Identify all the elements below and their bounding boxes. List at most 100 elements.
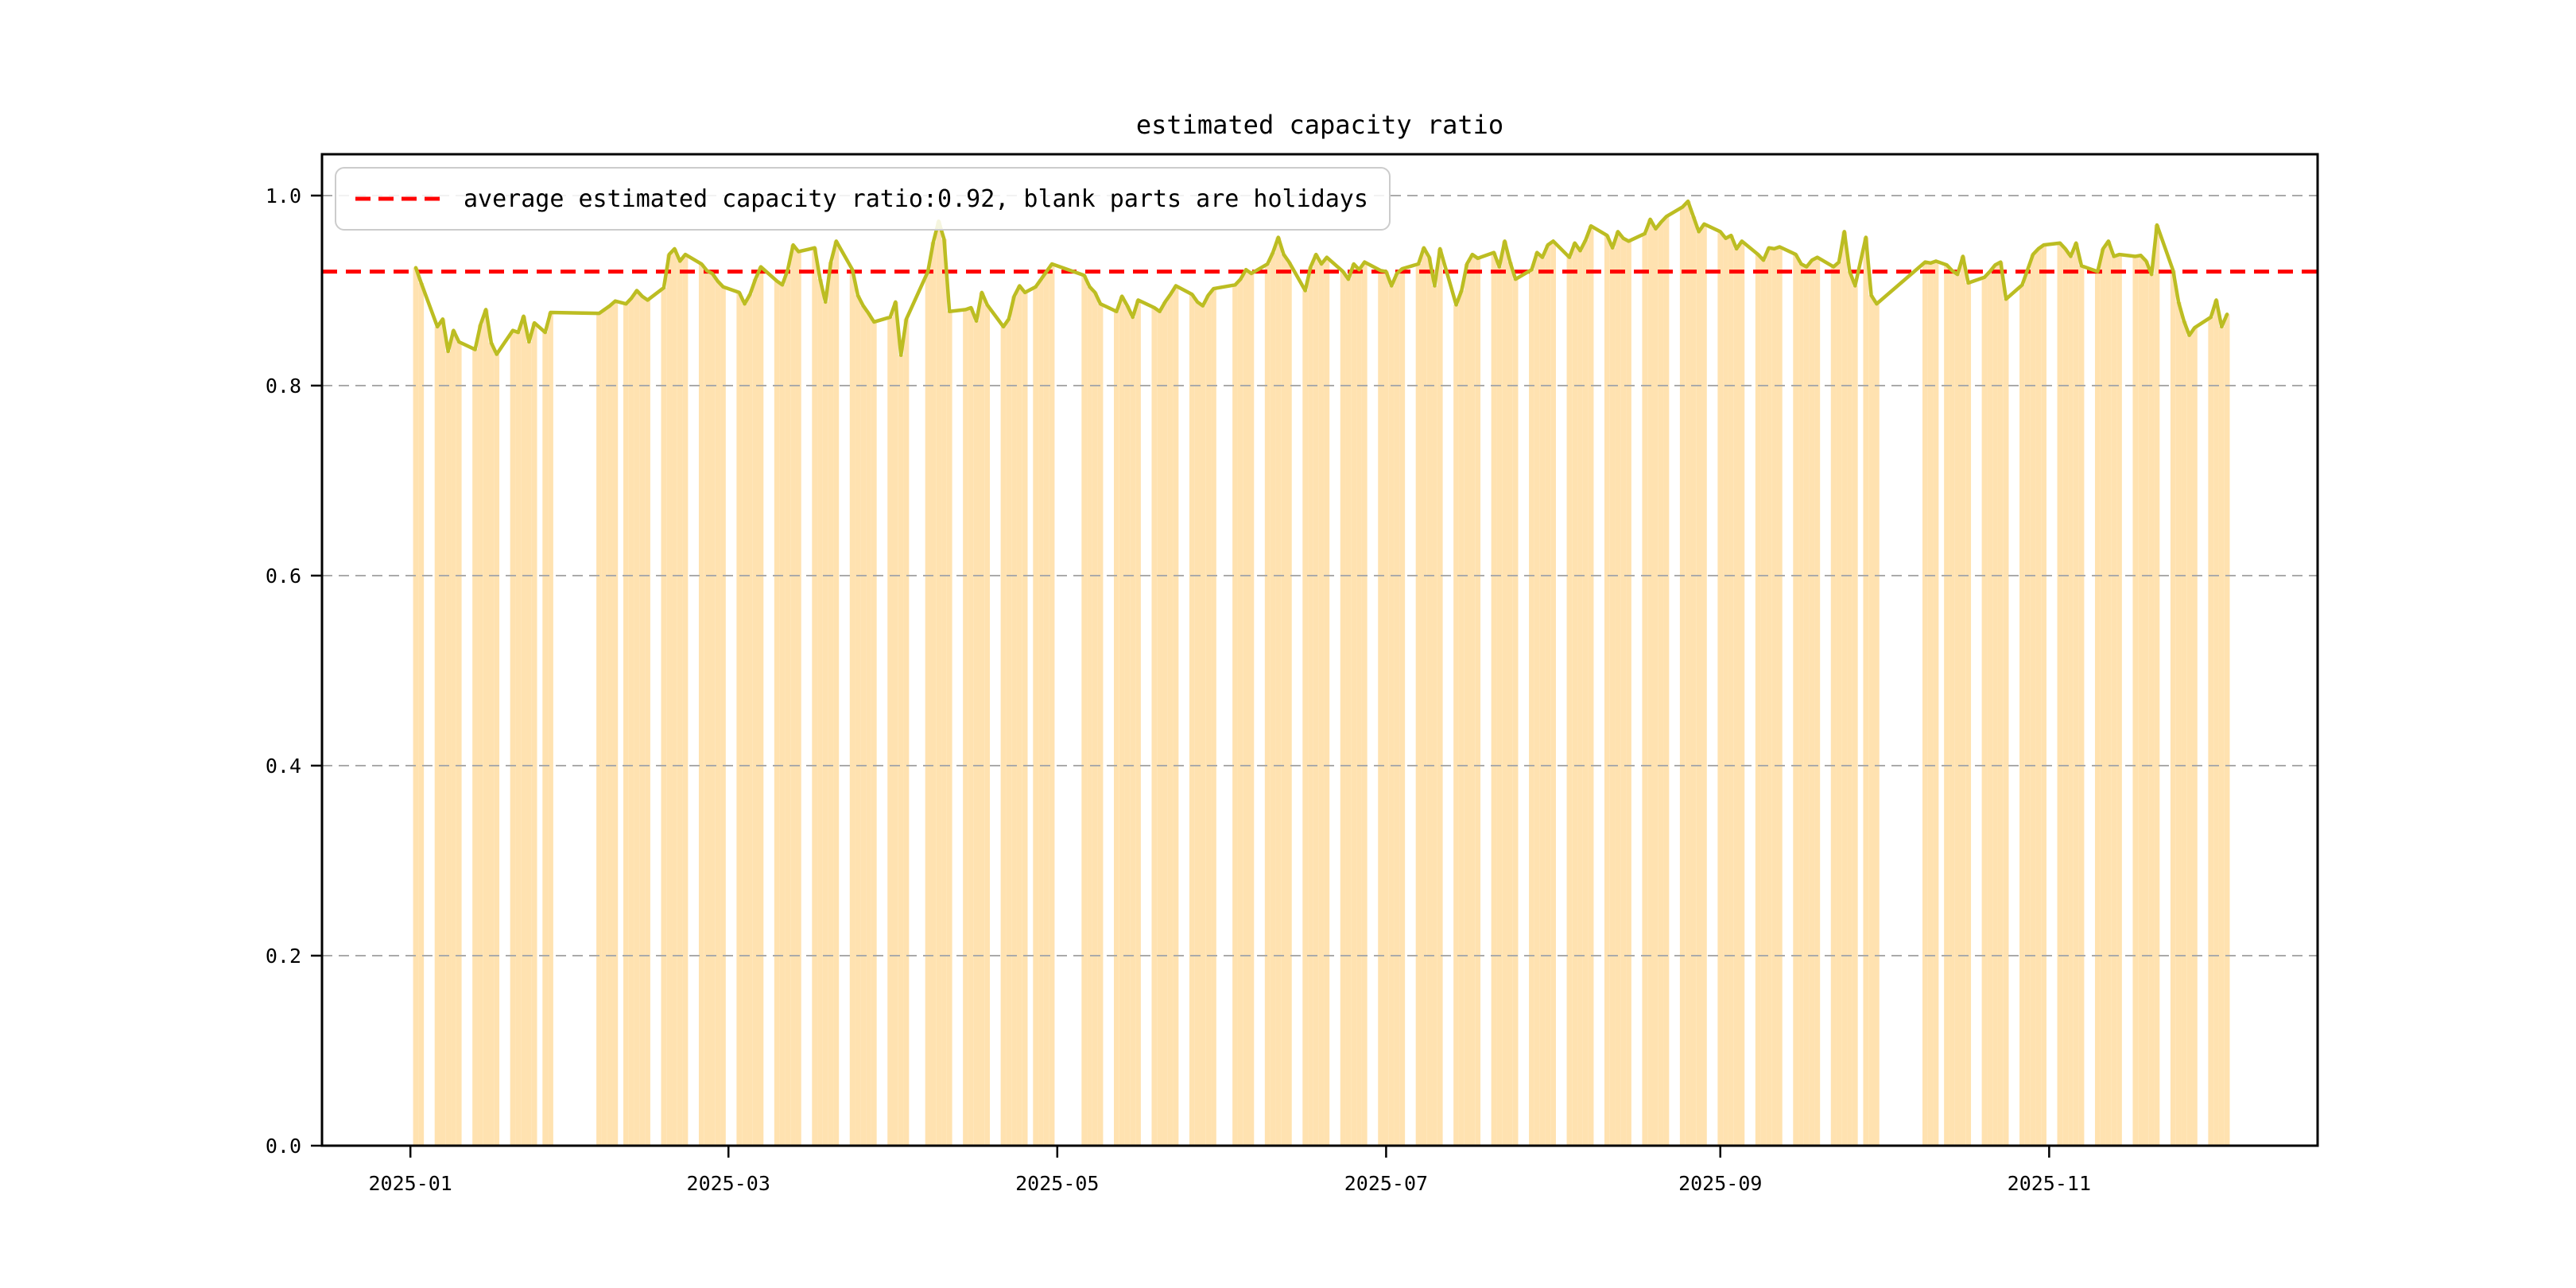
working-day-bar — [2148, 274, 2155, 1146]
working-day-bar — [1852, 285, 1858, 1146]
working-day-bar — [860, 305, 867, 1146]
working-day-bar — [526, 342, 532, 1146]
grid-layer — [322, 194, 2318, 956]
working-day-bar — [1275, 237, 1282, 1146]
working-day-bar — [1205, 295, 1212, 1146]
working-day-bar — [1087, 286, 1092, 1146]
working-day-bar — [871, 321, 877, 1146]
working-day-bar — [2003, 299, 2009, 1146]
working-day-bar — [1432, 285, 1437, 1146]
working-day-bar — [715, 281, 721, 1146]
working-day-bar — [607, 305, 613, 1146]
working-day-bar — [2170, 270, 2176, 1146]
working-day-bar — [1264, 264, 1271, 1146]
working-day-bar — [1232, 285, 1238, 1146]
working-day-bar — [1022, 292, 1028, 1146]
working-day-bar — [1728, 235, 1734, 1146]
working-day-bar — [515, 332, 522, 1146]
working-day-bar — [2186, 335, 2193, 1146]
working-day-bar — [1162, 301, 1168, 1146]
working-day-bar — [1092, 292, 1098, 1146]
working-day-bar — [1615, 231, 1621, 1146]
working-day-bar — [1016, 285, 1022, 1146]
working-day-bar — [1814, 257, 1821, 1146]
working-day-bar — [1798, 264, 1804, 1146]
working-day-bar — [661, 287, 667, 1146]
working-day-bar — [1237, 279, 1243, 1146]
working-day-bar — [849, 270, 855, 1146]
working-day-bar — [645, 300, 650, 1146]
working-day-bar — [2192, 328, 2198, 1146]
working-day-bar — [1793, 254, 1799, 1146]
working-day-bar — [1868, 295, 1874, 1146]
working-day-bar — [1281, 254, 1286, 1146]
working-day-bar — [1000, 326, 1007, 1146]
working-day-bar — [785, 270, 791, 1146]
working-day-bar — [634, 290, 640, 1146]
x-tick-label: 2025-05 — [1015, 1172, 1099, 1195]
working-day-bar — [445, 351, 452, 1146]
working-day-bar — [1653, 228, 1658, 1146]
working-day-bar — [1663, 216, 1670, 1146]
working-day-bar — [1550, 241, 1556, 1146]
working-day-bar — [413, 267, 419, 1146]
working-day-bar — [1211, 289, 1216, 1146]
working-day-bar — [1755, 254, 1761, 1146]
working-day-bar — [1189, 294, 1195, 1146]
working-day-bar — [1609, 247, 1616, 1146]
working-day-bar — [1426, 257, 1433, 1146]
working-day-bar — [1011, 296, 1017, 1146]
working-day-bar — [596, 313, 602, 1146]
working-day-bar — [1965, 282, 1972, 1146]
working-day-bar — [2154, 225, 2160, 1146]
working-day-bar — [542, 332, 549, 1146]
working-day-bar — [1809, 260, 1815, 1146]
working-day-bar — [1863, 237, 1869, 1146]
working-day-bar — [1981, 277, 1988, 1146]
working-day-bar — [1944, 265, 1949, 1146]
working-day-bar — [1766, 247, 1772, 1146]
y-tick-label: 0.8 — [266, 374, 301, 398]
working-day-bar — [2019, 285, 2025, 1146]
working-day-bar — [1383, 271, 1389, 1146]
working-day-bar — [1572, 242, 1578, 1146]
working-day-bar — [1340, 271, 1346, 1146]
working-day-bar — [1696, 231, 1702, 1146]
working-day-bar — [2138, 255, 2143, 1146]
working-day-bar — [1723, 238, 1728, 1146]
working-day-bar — [2030, 254, 2036, 1146]
working-day-bar — [1626, 241, 1631, 1146]
y-tick-label: 1.0 — [266, 184, 301, 208]
working-day-bar — [1874, 304, 1880, 1146]
bars-layer — [413, 201, 2230, 1146]
working-day-bar — [1512, 279, 1519, 1146]
working-day-bar — [1286, 262, 1292, 1146]
y-tick-label: 0.0 — [266, 1135, 301, 1158]
working-day-bar — [677, 261, 683, 1146]
working-day-bar — [736, 292, 743, 1146]
working-day-bar — [752, 279, 758, 1146]
x-tick-label: 2025-11 — [2008, 1172, 2091, 1195]
working-day-bar — [1577, 250, 1583, 1146]
working-day-bar — [1194, 301, 1201, 1146]
x-tick-label: 2025-09 — [1678, 1172, 1762, 1195]
working-day-bar — [822, 301, 828, 1146]
y-tick-label: 0.4 — [266, 755, 301, 778]
working-day-bar — [946, 311, 952, 1146]
working-day-bar — [1458, 290, 1465, 1146]
working-day-bar — [817, 279, 823, 1146]
working-day-bar — [963, 309, 968, 1146]
working-day-bar — [2218, 326, 2225, 1146]
working-day-bar — [434, 326, 440, 1146]
working-day-bar — [1394, 273, 1400, 1146]
working-day-bar — [488, 343, 495, 1146]
working-day-bar — [1167, 294, 1174, 1146]
working-day-bar — [1960, 256, 1966, 1146]
working-day-bar — [2073, 242, 2079, 1146]
working-day-bar — [2132, 256, 2139, 1146]
working-day-bar — [666, 254, 673, 1146]
working-day-bar — [973, 320, 980, 1146]
working-day-bar — [1399, 269, 1406, 1146]
working-day-bar — [2041, 245, 2046, 1146]
